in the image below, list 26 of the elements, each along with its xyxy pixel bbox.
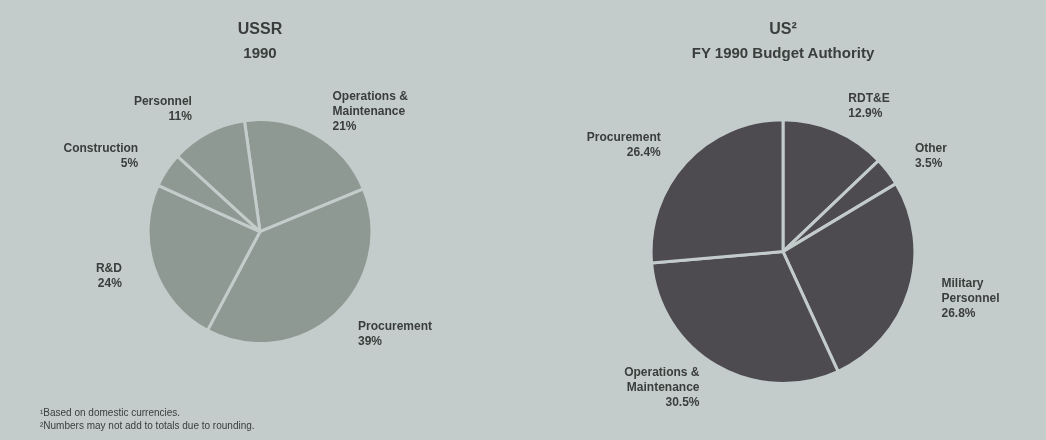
chart-title: US²: [769, 20, 797, 38]
slice-label: R&D: [95, 260, 123, 275]
data-label: 5%: [120, 155, 139, 170]
data-label: 11%: [168, 109, 193, 124]
data-label: 3.5%: [914, 155, 943, 170]
slice-label: Operations & Maintenance: [624, 365, 700, 395]
data-label: 39%: [358, 333, 383, 348]
slice-label: Personnel: [133, 94, 192, 109]
chart-subtitle: FY 1990 Budget Authority: [691, 44, 875, 62]
data-label: 30.5%: [665, 395, 700, 410]
slice-label: Construction: [63, 140, 139, 155]
slice-label: RDT&E: [848, 91, 890, 106]
slice-label: Military Personnel: [941, 275, 1000, 305]
chart-subtitle: 1990: [243, 44, 277, 62]
text: ¹Based on domestic currencies.: [40, 406, 182, 419]
slice-label: Procurement: [358, 318, 433, 333]
data-label: 21%: [332, 119, 357, 134]
text: ²Numbers may not add to totals due to rounding.: [40, 419, 255, 432]
data-label: 26.8%: [941, 305, 976, 320]
slice-label: Operations & Maintenance: [332, 89, 409, 119]
data-label: 12.9%: [848, 106, 883, 121]
slice-label: Procurement: [586, 129, 661, 144]
slice-label: Other: [914, 140, 948, 155]
chart-title: USSR: [237, 20, 283, 38]
data-label: 26.4%: [626, 144, 662, 159]
data-label: 24%: [97, 275, 123, 290]
